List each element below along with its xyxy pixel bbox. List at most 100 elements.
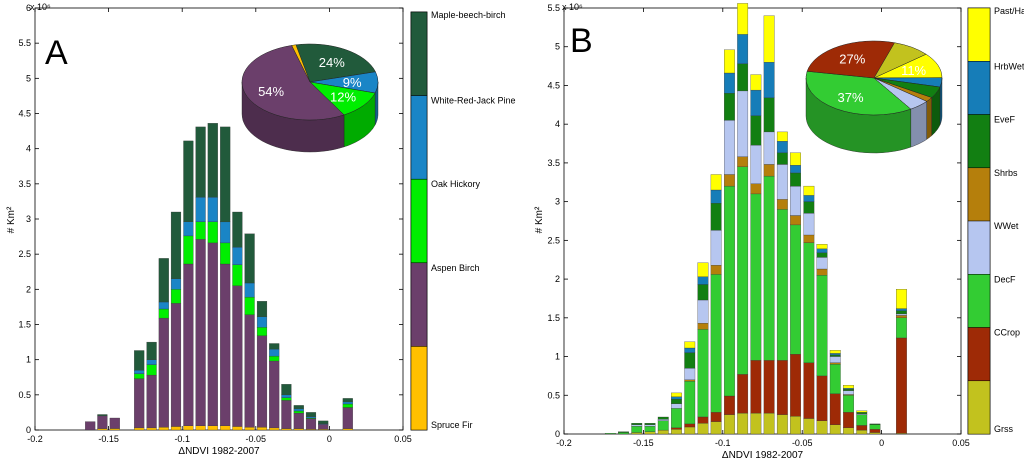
bar-evef bbox=[776, 152, 788, 165]
pie-slice-aspen-birch bbox=[241, 45, 345, 121]
bar-ccrop bbox=[697, 416, 709, 424]
bar-shrbs bbox=[684, 379, 696, 382]
bar-hrbwet bbox=[671, 396, 682, 400]
bar-spruce-fir bbox=[244, 427, 255, 431]
bar-grss bbox=[790, 416, 801, 435]
legend-label: Oak Hickory bbox=[431, 179, 481, 189]
bar-decf bbox=[737, 166, 749, 375]
bar-past-hay bbox=[856, 410, 868, 413]
y-tick-label: 3.5 bbox=[547, 158, 560, 168]
bar-evef bbox=[750, 115, 762, 146]
legend-swatch bbox=[410, 262, 428, 347]
bar-grss bbox=[644, 431, 656, 435]
bar-spruce-fir bbox=[183, 425, 194, 431]
bar-past-hay bbox=[803, 185, 815, 196]
bar-grss bbox=[763, 412, 775, 435]
bar-ccrop bbox=[763, 360, 775, 414]
bar-hrbwet bbox=[776, 141, 788, 153]
bar-grss bbox=[631, 432, 643, 435]
bar-spruce-fir bbox=[158, 427, 169, 431]
bar-shrbs bbox=[829, 362, 841, 365]
bar-ccrop bbox=[896, 337, 907, 434]
legend-swatch bbox=[967, 327, 991, 382]
y-axis-exponent: x 10⁶ bbox=[562, 2, 583, 12]
bar-aspen-birch bbox=[158, 318, 169, 428]
bar-ccrop bbox=[750, 360, 762, 414]
bar-decf bbox=[644, 426, 656, 432]
bar-spruce-fir bbox=[146, 427, 157, 431]
bar-aspen-birch bbox=[305, 418, 317, 430]
bar-white-red-jack-pine bbox=[134, 370, 145, 374]
bar-decf bbox=[843, 395, 854, 413]
legend-label: Maple-beech-birch bbox=[431, 10, 506, 20]
bar-decf bbox=[750, 193, 762, 361]
panel-a-chart: -0.2 -0.15 -0.1 -0.05 0 0.05 0 0.5 1 1.5 2 2.5 3 3.5 4… bbox=[6, 2, 516, 457]
pie-chart: 24% 9%12% 54% bbox=[241, 43, 379, 153]
pie-slice-spruce-fir bbox=[291, 44, 311, 83]
bar-spruce-fir bbox=[134, 427, 145, 431]
bar-white-red-jack-pine bbox=[183, 221, 194, 237]
y-tick-label: 3.5 bbox=[18, 179, 31, 189]
bar-grss bbox=[737, 412, 749, 435]
bar-decf bbox=[618, 432, 629, 435]
y-tick-label: 2 bbox=[555, 274, 560, 284]
bar-shrbs bbox=[697, 323, 709, 330]
bar-ccrop bbox=[724, 395, 735, 415]
bar-hrbwet bbox=[803, 195, 815, 202]
bar-spruce-fir bbox=[232, 426, 243, 431]
bar-white-red-jack-pine bbox=[293, 408, 304, 412]
y-tick-label: 1 bbox=[555, 352, 560, 362]
x-tick-label: 0.05 bbox=[394, 434, 412, 444]
bar-grss bbox=[710, 421, 722, 435]
legend-label: Past/Hay bbox=[994, 6, 1024, 16]
bar-decf bbox=[697, 329, 709, 418]
bar-maple-beech-birch bbox=[146, 341, 157, 360]
bar-decf bbox=[816, 275, 828, 377]
bar-past-hay bbox=[737, 3, 749, 35]
bar-decf bbox=[710, 274, 722, 413]
bar-white-red-jack-pine bbox=[232, 246, 243, 265]
bar-ccrop bbox=[829, 393, 841, 425]
y-tick-label: 2 bbox=[26, 284, 31, 294]
bar-evef bbox=[710, 203, 722, 231]
bar-grss bbox=[843, 427, 854, 435]
bar-aspen-birch bbox=[281, 400, 292, 429]
bar-ccrop bbox=[710, 412, 722, 422]
bar-spruce-fir bbox=[342, 428, 353, 431]
bar-oak-hickory bbox=[281, 397, 292, 401]
bar-hrbwet bbox=[710, 189, 722, 204]
bar-hrbwet bbox=[750, 89, 762, 116]
bar-white-red-jack-pine bbox=[220, 221, 231, 244]
y-tick-label: 1 bbox=[26, 355, 31, 365]
bar-grss bbox=[657, 429, 669, 435]
bar-shrbs bbox=[763, 164, 775, 177]
bar-decf bbox=[856, 414, 868, 426]
bar-shrbs bbox=[816, 268, 828, 276]
bar-hrbwet bbox=[896, 308, 907, 311]
x-axis-label: ΔNDVI 1982-2007 bbox=[178, 446, 260, 457]
bar-hrbwet bbox=[697, 276, 709, 285]
y-tick-label: 2.5 bbox=[18, 249, 31, 259]
legend-label: White-Red-Jack Pine bbox=[431, 96, 516, 106]
bar-white-red-jack-pine bbox=[158, 301, 169, 310]
bar-past-hay bbox=[896, 289, 907, 309]
bar-decf bbox=[763, 175, 775, 361]
bar-oak-hickory bbox=[195, 221, 206, 240]
bar-past-hay bbox=[816, 244, 828, 249]
bar-grss bbox=[724, 414, 735, 435]
bar-oak-hickory bbox=[146, 364, 157, 376]
x-tick-label: 0 bbox=[879, 438, 884, 448]
bar-wwet bbox=[790, 185, 801, 216]
bar-aspen-birch bbox=[293, 412, 304, 429]
bar-wwet bbox=[710, 230, 722, 266]
x-tick-label: -0.15 bbox=[633, 438, 654, 448]
bar-maple-beech-birch bbox=[269, 343, 280, 350]
bar-evef bbox=[671, 398, 682, 404]
bar-ccrop bbox=[684, 423, 696, 428]
bar-past-hay bbox=[763, 15, 775, 63]
bar-past-hay bbox=[697, 262, 709, 277]
bar-hrbwet bbox=[816, 248, 828, 253]
bar-oak-hickory bbox=[232, 264, 243, 286]
bar-maple-beech-birch bbox=[220, 126, 231, 223]
pie-side-shrbs bbox=[926, 97, 932, 140]
